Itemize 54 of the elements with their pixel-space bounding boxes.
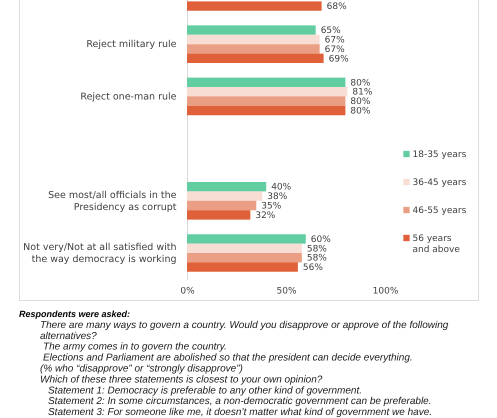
bar bbox=[187, 234, 306, 244]
bar bbox=[187, 191, 262, 201]
bar bbox=[187, 253, 302, 262]
bar bbox=[187, 200, 256, 210]
bar bbox=[187, 78, 346, 88]
data-label: 80% bbox=[350, 97, 371, 108]
data-label: 67% bbox=[324, 44, 346, 55]
text: (% who “disapprove” or “strongly disapprove”) bbox=[40, 364, 243, 374]
text: Respondents were asked: bbox=[19, 309, 130, 319]
data-label: 40% bbox=[271, 182, 292, 193]
data-label: 58% bbox=[306, 244, 328, 254]
y-tick-label: Not very/Not at all satisfied with the way democracy is working bbox=[23, 242, 176, 265]
data-label: 80% bbox=[350, 78, 371, 88]
bar bbox=[187, 210, 250, 220]
bar bbox=[187, 1, 322, 11]
data-label: 32% bbox=[255, 210, 276, 221]
text: There are many ways to govern a country. Would you disapprove or approve of the following alternatives? bbox=[40, 320, 449, 342]
bar bbox=[187, 106, 346, 116]
bar bbox=[187, 87, 348, 96]
data-label: 58% bbox=[306, 254, 328, 264]
data-label: 60% bbox=[310, 234, 332, 245]
y-tick-label: See most/all officials in the Presidency as corrupt bbox=[48, 190, 177, 213]
bar bbox=[187, 182, 266, 192]
x-tick-label: 100% bbox=[372, 286, 399, 296]
x-tick-label: 50% bbox=[276, 286, 297, 296]
legend-label: 46-55 years bbox=[412, 206, 467, 216]
bar bbox=[187, 96, 346, 106]
data-label: 68% bbox=[326, 2, 348, 12]
bar bbox=[187, 34, 320, 44]
bar bbox=[187, 25, 316, 35]
bar bbox=[187, 262, 298, 272]
data-label: 67% bbox=[324, 36, 346, 46]
data-label: 38% bbox=[267, 192, 288, 202]
legend-label: 56 years and above bbox=[412, 234, 460, 255]
bar bbox=[187, 244, 302, 253]
legend-label: 36-45 years bbox=[412, 178, 467, 188]
data-label: 69% bbox=[328, 54, 350, 64]
data-label: 56% bbox=[302, 263, 324, 274]
data-label: 80% bbox=[350, 106, 371, 116]
text: Statement 3: For someone like me, it doesn’t matter what kind of government we have. bbox=[48, 407, 432, 418]
data-label: 35% bbox=[261, 202, 282, 212]
y-tick-label: Reject military rule bbox=[86, 39, 177, 50]
text: Elections and Parliament are abolished so that the president can decide everything. bbox=[43, 352, 413, 364]
y-tick-label: Reject one-man rule bbox=[80, 91, 177, 102]
legend-label: 18-35 years bbox=[412, 150, 467, 160]
text: Statement 2: In some circumstances, a non-democratic government can be preferable. bbox=[48, 396, 432, 408]
bar bbox=[187, 44, 320, 54]
data-label: 65% bbox=[320, 26, 342, 36]
text: Statement 1: Democracy is preferable to any other kind of government. bbox=[48, 385, 362, 396]
text: Which of these three statements is closest to your own opinion? bbox=[40, 374, 323, 386]
x-tick-label: 0% bbox=[180, 286, 196, 296]
data-label: 81% bbox=[352, 88, 373, 98]
text: The army comes in to govern the country. bbox=[43, 342, 227, 353]
bar bbox=[187, 54, 324, 63]
